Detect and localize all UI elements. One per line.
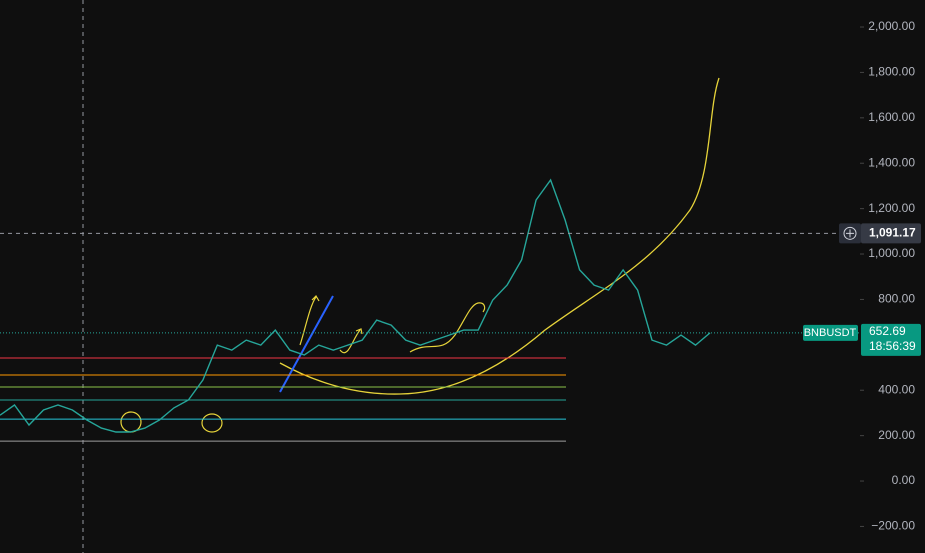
- add-icon-plus: [846, 229, 854, 238]
- price-tag: [861, 323, 921, 356]
- price-line: [0, 178, 711, 433]
- y-tick-label: 1,600.00: [868, 110, 915, 124]
- y-tick-label: 400.00: [878, 382, 915, 396]
- trend-line: [279, 295, 334, 393]
- crosshair-tag: [861, 223, 921, 244]
- price-axis: [860, 0, 925, 553]
- highlight: [201, 413, 223, 433]
- symbol-label: BNBUSDT: [804, 327, 857, 339]
- y-tick-label: 1,800.00: [868, 65, 915, 79]
- add-icon: [843, 226, 857, 240]
- crosshair-label: 1,091.17: [869, 226, 916, 240]
- y-tick-label: 1,400.00: [868, 155, 915, 169]
- arrow: [299, 295, 320, 346]
- y-tick-label: 0.00: [892, 473, 916, 487]
- y-tick-label: 1,000.00: [868, 246, 915, 260]
- y-tick-label: 200.00: [878, 428, 915, 442]
- last-price-label: 652.69: [869, 324, 906, 338]
- arrow: [339, 328, 363, 354]
- countdown-label: 18:56:39: [869, 339, 916, 353]
- y-tick-label: 2,000.00: [868, 19, 915, 33]
- drawings: [120, 77, 720, 433]
- arrow: [409, 302, 486, 353]
- y-tick-label: −200.00: [871, 519, 915, 533]
- symbol-tag: [803, 324, 858, 341]
- y-tick-label: 1,200.00: [868, 201, 915, 215]
- y-tick-label: 800.00: [878, 292, 915, 306]
- trend-curve: [279, 77, 720, 395]
